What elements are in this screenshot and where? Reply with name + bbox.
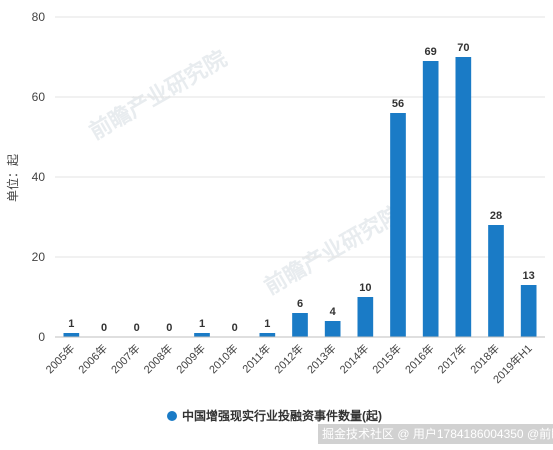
legend-marker [167, 411, 177, 421]
data-label: 1 [68, 318, 74, 330]
bar [357, 297, 374, 337]
bar [422, 61, 439, 337]
y-tick-label: 20 [32, 250, 46, 264]
bar [63, 333, 80, 337]
data-label: 28 [490, 210, 502, 222]
bar [520, 285, 537, 337]
y-tick-label: 0 [38, 330, 45, 344]
bar [455, 57, 472, 337]
x-tick-label: 2010年 [206, 341, 241, 376]
x-tick-label: 2007年 [108, 341, 143, 376]
x-tick-label: 2012年 [271, 341, 306, 376]
x-tick-label: 2006年 [75, 341, 110, 376]
x-tick-labels: 2005年 2006年 2007年 2008年 2009年 2010年 2011年 2012年… [42, 341, 534, 386]
watermark-layer: 前瞻产业研究院 前瞻产业研究院 [85, 46, 406, 300]
y-tick-label: 80 [32, 10, 46, 24]
data-label: 1 [199, 318, 205, 330]
legend-entry: 中国增强现实行业投融资事件数量(起) [182, 408, 382, 423]
x-tick-label: 2011年 [239, 341, 273, 375]
watermark-logo-2: 前瞻产业研究院 [260, 201, 406, 300]
data-label: 6 [297, 298, 303, 310]
bar [324, 321, 341, 337]
bar [194, 333, 210, 337]
data-label: 4 [330, 306, 337, 318]
data-label: 56 [392, 98, 404, 110]
watermark-footer-bg [318, 424, 553, 444]
data-label: 0 [232, 322, 238, 334]
x-tick-label: 2009年 [173, 341, 208, 376]
watermark-footer: 掘金技术社区 @ 用户1784186004350 @前瞻经济学人APP [322, 426, 553, 441]
x-tick-label: 2017年 [434, 341, 469, 376]
grid-lines [55, 16, 545, 258]
x-tick-label: 2015年 [369, 341, 404, 376]
bars [63, 57, 537, 337]
x-tick-label: 2014年 [336, 341, 371, 376]
x-tick-label: 2008年 [140, 341, 175, 376]
data-label: 0 [134, 322, 140, 334]
data-label: 1 [264, 318, 270, 330]
legend: 中国增强现实行业投融资事件数量(起) [167, 408, 382, 423]
data-label: 0 [101, 322, 107, 334]
watermark-logo-1: 前瞻产业研究院 [85, 46, 231, 145]
bar [488, 225, 504, 337]
data-label: 70 [457, 42, 469, 54]
x-tick-label: 2005年 [42, 341, 77, 376]
data-label: 10 [359, 282, 371, 294]
data-label: 69 [425, 46, 437, 58]
bar [259, 333, 276, 337]
y-tick-label: 40 [32, 170, 46, 184]
x-tick-label: 2013年 [304, 341, 339, 376]
bar [390, 113, 406, 337]
bar [292, 313, 308, 337]
y-tick-label: 60 [32, 90, 46, 104]
y-tick-labels: 0 20 40 60 80 [32, 10, 46, 344]
data-label: 13 [523, 270, 535, 282]
x-tick-label: 2016年 [402, 341, 437, 376]
data-label: 0 [166, 322, 172, 334]
y-axis-title: 单位：起 [5, 154, 20, 202]
